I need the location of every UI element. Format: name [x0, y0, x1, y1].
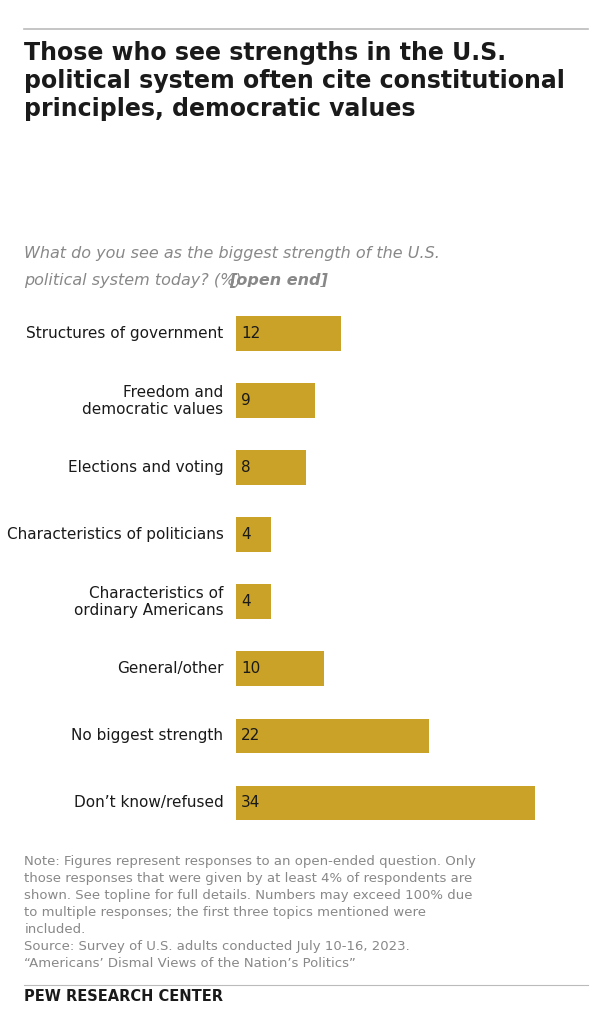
Bar — [236, 719, 429, 754]
Text: 4: 4 — [241, 594, 250, 609]
Text: What do you see as the biggest strength of the U.S.: What do you see as the biggest strength … — [24, 246, 441, 261]
Bar — [236, 585, 271, 620]
Bar — [236, 451, 306, 485]
Bar — [236, 383, 315, 418]
Text: political system today? (%): political system today? (%) — [24, 273, 247, 289]
Text: Don’t know/refused: Don’t know/refused — [73, 796, 223, 810]
Text: Elections and voting: Elections and voting — [68, 460, 223, 475]
Text: No biggest strength: No biggest strength — [72, 728, 223, 743]
Text: 9: 9 — [241, 393, 251, 409]
Text: 34: 34 — [241, 796, 260, 810]
Text: 4: 4 — [241, 527, 250, 543]
Bar — [236, 785, 535, 820]
Bar — [236, 517, 271, 552]
Text: PEW RESEARCH CENTER: PEW RESEARCH CENTER — [24, 989, 223, 1005]
Text: General/other: General/other — [117, 662, 223, 677]
Text: Note: Figures represent responses to an open-ended question. Only
those response: Note: Figures represent responses to an … — [24, 855, 476, 970]
Text: 10: 10 — [241, 662, 260, 677]
Bar — [236, 651, 324, 686]
Text: 12: 12 — [241, 327, 260, 341]
Text: Freedom and
democratic values: Freedom and democratic values — [82, 385, 223, 417]
Text: 8: 8 — [241, 460, 250, 475]
Text: Characteristics of politicians: Characteristics of politicians — [7, 527, 223, 543]
Text: [open end]: [open end] — [230, 273, 329, 289]
Text: 22: 22 — [241, 728, 260, 743]
Text: Characteristics of
ordinary Americans: Characteristics of ordinary Americans — [74, 586, 223, 617]
Bar — [236, 316, 341, 351]
Text: Structures of government: Structures of government — [26, 327, 223, 341]
Text: Those who see strengths in the U.S.
political system often cite constitutional
p: Those who see strengths in the U.S. poli… — [24, 41, 565, 121]
